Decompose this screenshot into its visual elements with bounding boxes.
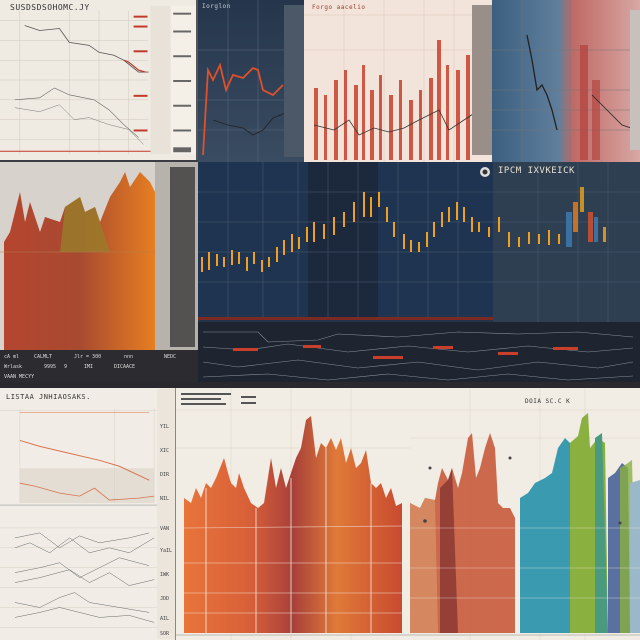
panel-2-title: Iorglon (202, 3, 231, 10)
line-chart-1 (0, 5, 196, 155)
line-chart-2 (198, 0, 304, 162)
panel-6-title: IPCM IXVKEICK (498, 166, 575, 176)
axis-label-6: YaIL (160, 548, 173, 554)
area-chart-3 (410, 388, 640, 640)
footer-label-11: VAAN MECYY (4, 374, 35, 380)
panel-candlestick-chart: IPCM IXVKEICK (198, 162, 640, 386)
footer-label-10: DICAACE (114, 364, 136, 370)
candlestick-chart (198, 162, 640, 386)
panel-bar-chart-2 (492, 0, 640, 162)
panel-line-chart-2: Iorglon (198, 0, 304, 162)
panel-7-title: LISTAA JNHIAOSAKS. (6, 393, 91, 401)
axis-label-2: XIC (160, 448, 170, 454)
footer-label-8: 9 (64, 364, 68, 370)
panel-1-title: SUSDSDSOHOMC.JY (10, 3, 90, 12)
panel-bar-chart-1: Forgo aacelio (304, 0, 492, 162)
panel-3-title: Forgo aacelio (312, 4, 366, 11)
footer-label-1: cA ml (4, 354, 20, 360)
area-chart-2 (176, 388, 410, 640)
line-chart-3 (0, 388, 175, 640)
axis-label-7: IWK (160, 572, 170, 578)
footer-label-3: Jlr = 300 (74, 354, 102, 360)
section-divider (0, 382, 640, 388)
footer-label-6: Wrlask (4, 364, 23, 370)
bar-chart-2 (492, 0, 640, 162)
footer-label-9: IMI (84, 364, 94, 370)
panel-area-chart-1: cA ml CALMLT Jlr = 300 nnn NEDC Wrlask 9… (0, 162, 198, 386)
area-chart-1 (0, 162, 198, 386)
panel-area-chart-3: DOIA SC.C K (410, 388, 640, 640)
footer-label-4: nnn (124, 354, 134, 360)
footer-label-2: CALMLT (34, 354, 53, 360)
axis-label-5: VAN (160, 526, 170, 532)
axis-label-3: DIR (160, 472, 170, 478)
panel-area-chart-2 (176, 388, 410, 640)
axis-label-9: AIL (160, 616, 170, 622)
axis-label-4: NIL (160, 496, 170, 502)
panel-9-title: DOIA SC.C K (525, 398, 571, 405)
axis-label-8: JDD (160, 596, 170, 602)
footer-label-7: 9995 (44, 364, 57, 370)
footer-label-5: NEDC (164, 354, 177, 360)
panel-line-chart-1: SUSDSDSOHOMC.JY (0, 0, 198, 160)
axis-label-1: YIL (160, 424, 170, 430)
panel-line-chart-3: LISTAA JNHIAOSAKS. YIL XIC DIR NIL VAN Y… (0, 388, 176, 640)
axis-label-10: SOR (160, 631, 170, 637)
bar-chart-1 (304, 0, 492, 162)
